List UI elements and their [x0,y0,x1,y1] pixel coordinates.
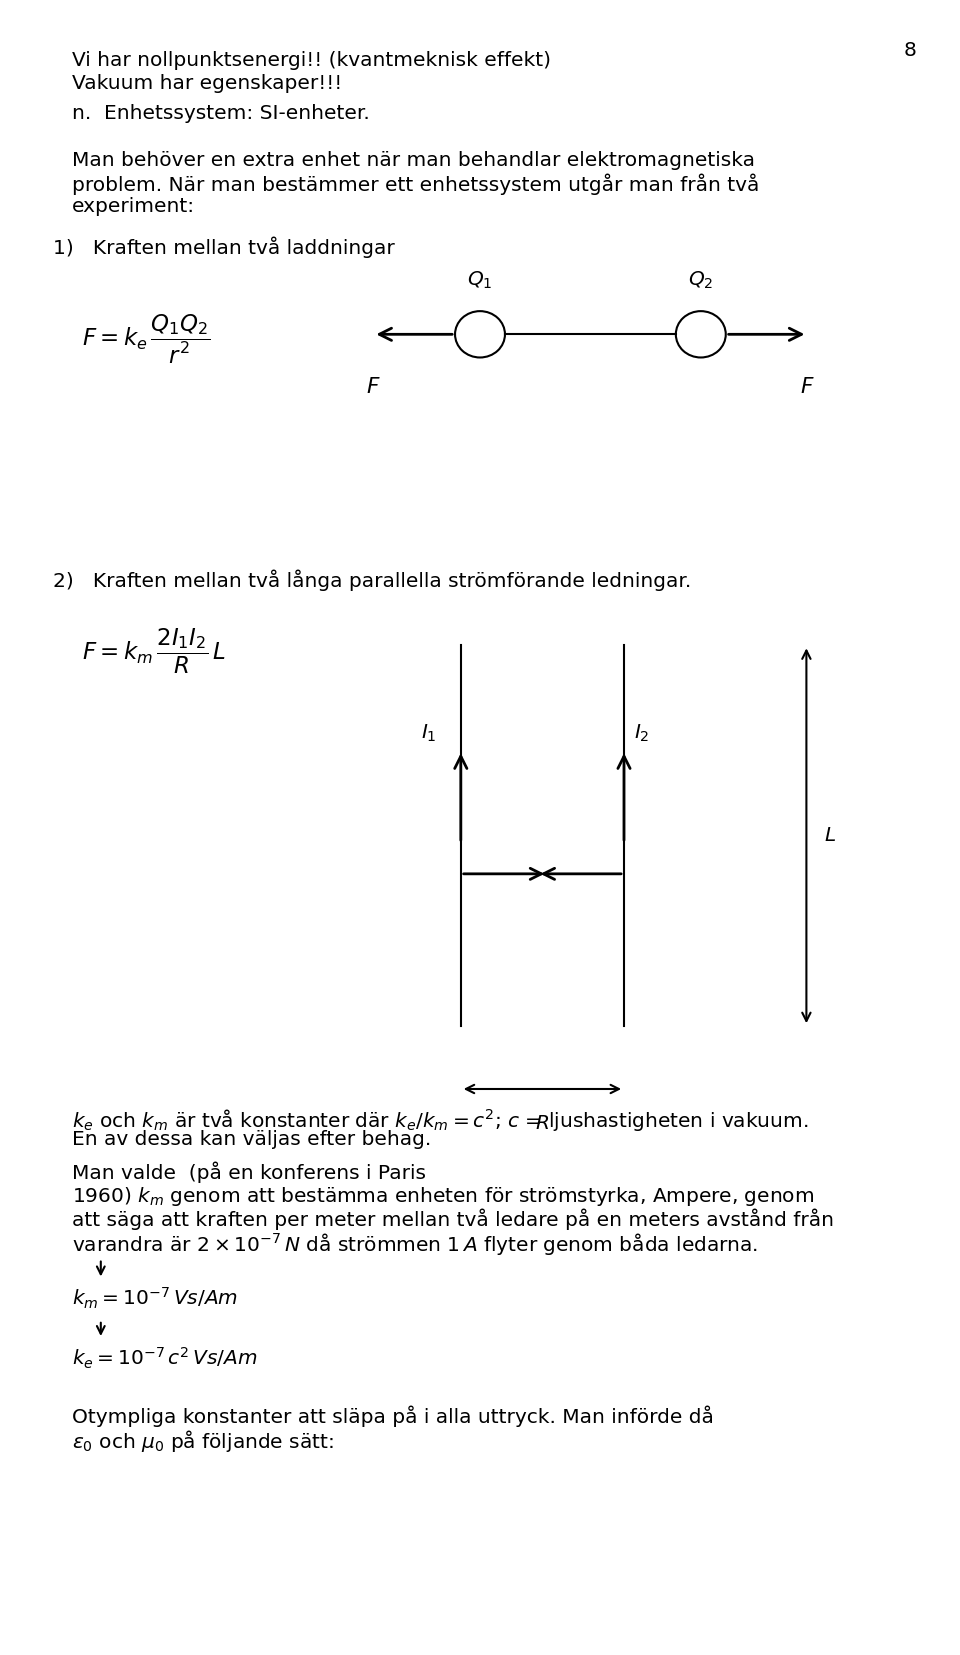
Text: $k_m = 10^{-7}\,Vs/Am$: $k_m = 10^{-7}\,Vs/Am$ [72,1286,238,1311]
Text: $I_1$: $I_1$ [421,723,437,743]
Text: 8: 8 [904,40,917,60]
Text: $k_e$ och $k_m$ är två konstanter där $k_e/k_m = c^2$; $c$ = ljushastigheten i v: $k_e$ och $k_m$ är två konstanter där $k… [72,1107,808,1134]
Text: $F = k_m\,\dfrac{2I_1 I_2}{R}\,L$: $F = k_m\,\dfrac{2I_1 I_2}{R}\,L$ [82,627,226,677]
Text: $L$: $L$ [824,826,835,846]
Text: $F = k_e\,\dfrac{Q_1 Q_2}{r^2}$: $F = k_e\,\dfrac{Q_1 Q_2}{r^2}$ [82,313,210,366]
Text: 1960) $k_m$ genom att bestämma enheten för strömstyrka, Ampere, genom: 1960) $k_m$ genom att bestämma enheten f… [72,1185,814,1208]
Text: $\varepsilon_0$ och $\mu_0$ på följande sätt:: $\varepsilon_0$ och $\mu_0$ på följande … [72,1428,334,1455]
Text: Otympliga konstanter att släpa på i alla uttryck. Man införde då: Otympliga konstanter att släpa på i alla… [72,1405,714,1427]
Text: $Q_1$: $Q_1$ [468,270,492,291]
Text: varandra är $2\times10^{-7}\,N$ då strömmen $1\,A$ flyter genom båda ledarna.: varandra är $2\times10^{-7}\,N$ då ström… [72,1231,758,1258]
Text: Vi har nollpunktsenergi!! (kvantmeknisk effekt): Vi har nollpunktsenergi!! (kvantmeknisk … [72,51,551,70]
Text: $F$: $F$ [366,377,381,397]
Text: $Q_2$: $Q_2$ [688,270,713,291]
Text: $I_2$: $I_2$ [634,723,649,743]
Text: att säga att kraften per meter mellan två ledare på en meters avstånd från: att säga att kraften per meter mellan tv… [72,1208,834,1230]
Text: Man valde  (på en konferens i Paris: Man valde (på en konferens i Paris [72,1162,426,1183]
Text: experiment:: experiment: [72,197,195,215]
Text: 2)   Kraften mellan två långa parallella strömförande ledningar.: 2) Kraften mellan två långa parallella s… [53,569,691,591]
Text: n.  Enhetssystem: SI-enheter.: n. Enhetssystem: SI-enheter. [72,104,370,122]
Text: 1)   Kraften mellan två laddningar: 1) Kraften mellan två laddningar [53,237,395,258]
Text: Vakuum har egenskaper!!!: Vakuum har egenskaper!!! [72,73,343,93]
Text: $k_e = 10^{-7}\,c^2\,Vs/Am$: $k_e = 10^{-7}\,c^2\,Vs/Am$ [72,1346,257,1370]
Text: $F$: $F$ [800,377,815,397]
Text: $R$: $R$ [536,1114,549,1132]
Text: Man behöver en extra enhet när man behandlar elektromagnetiska: Man behöver en extra enhet när man behan… [72,151,755,169]
Text: En av dessa kan väljas efter behag.: En av dessa kan väljas efter behag. [72,1130,431,1149]
Text: problem. När man bestämmer ett enhetssystem utgår man från två: problem. När man bestämmer ett enhetssys… [72,174,759,195]
